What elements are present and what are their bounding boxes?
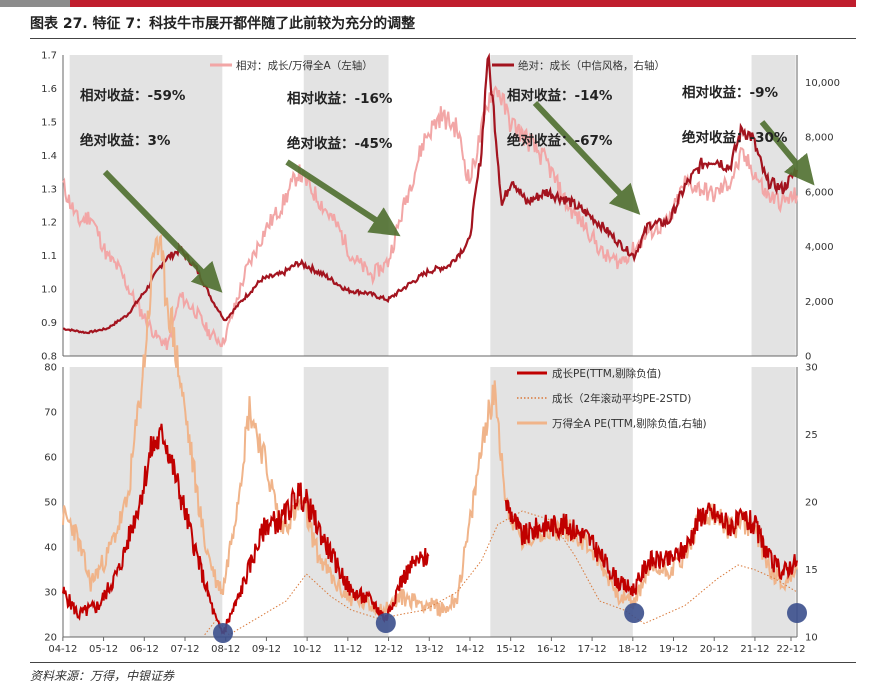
x-tick-label: 18-12 [618, 644, 647, 655]
bottom-marker-circle-0 [212, 623, 233, 643]
x-tick-label: 09-12 [252, 644, 281, 655]
header-bar-gray [0, 0, 70, 7]
tick-label-bottom-left: 30 [44, 588, 57, 599]
x-tick-label: 19-12 [659, 644, 688, 655]
tick-label-bottom-right: 25 [805, 430, 818, 441]
tick-label-top-left: 1.7 [41, 51, 57, 62]
footer-rule [30, 662, 856, 663]
tick-label-top-right: 2,000 [805, 297, 834, 308]
x-tick-label: 15-12 [496, 644, 525, 655]
tick-label-top-left: 1.5 [41, 117, 57, 128]
legend-label-absolute: 绝对：成长（中信风格，右轴） [518, 59, 665, 72]
annotation-relative-return-0: 相对收益：-59% [80, 87, 186, 104]
tick-label-top-left: 1.6 [41, 84, 57, 95]
tick-label-top-left: 1.1 [41, 251, 57, 262]
annotation-relative-return-1: 相对收益：-16% [287, 90, 393, 107]
shaded-period-top-3 [751, 55, 796, 356]
x-tick-label: 11-12 [333, 644, 362, 655]
x-tick-label: 07-12 [170, 644, 199, 655]
annotation-absolute-return-1: 绝对收益：-45% [287, 135, 393, 152]
trend-arrow-2 [532, 100, 641, 215]
annotation-absolute-return-2: 绝对收益：-67% [507, 132, 613, 149]
x-tick-label: 16-12 [537, 644, 566, 655]
x-tick-label: 13-12 [415, 644, 444, 655]
legend-label-all-a-pe: 万得全A PE(TTM,剔除负值,右轴) [552, 417, 707, 430]
bottom-marker-circle-3 [787, 603, 807, 623]
tick-label-top-left: 1.2 [41, 218, 57, 229]
tick-label-bottom-left: 80 [44, 363, 57, 374]
shaded-period-bottom-3 [751, 367, 796, 637]
tick-label-bottom-left: 20 [44, 633, 57, 644]
tick-label-top-left: 1.4 [41, 151, 57, 162]
x-tick-label: 06-12 [130, 644, 159, 655]
tick-label-bottom-right: 10 [805, 633, 818, 644]
tick-label-top-left: 1.0 [41, 285, 57, 296]
x-tick-label: 10-12 [293, 644, 322, 655]
x-tick-label: 20-12 [700, 644, 729, 655]
source-note: 资料来源：万得，中银证券 [30, 669, 175, 683]
annotation-absolute-return-0: 绝对收益：3% [80, 132, 171, 149]
bottom-marker-circle-2 [624, 603, 645, 623]
x-tick-label: 14-12 [455, 644, 484, 655]
tick-label-top-right: 4,000 [805, 242, 834, 253]
shaded-period-bottom-2 [490, 367, 633, 637]
series-line-pe-minus-2std [204, 510, 798, 636]
title-rule [30, 38, 856, 39]
x-tick-label: 17-12 [578, 644, 607, 655]
x-tick-label: 21-12 [740, 644, 769, 655]
trend-arrow-1 [285, 159, 401, 237]
tick-label-bottom-left: 50 [44, 498, 57, 509]
series-line-growth-pe-2 [504, 499, 798, 597]
legend-label-growth-pe: 成长PE(TTM,剔除负值) [552, 367, 661, 380]
shaded-period-bottom-0 [69, 367, 223, 637]
legend-label-pe-2std: 成长（2年滚动平均PE-2STD) [552, 392, 691, 405]
tick-label-bottom-right: 15 [805, 565, 818, 576]
tick-label-top-left: 0.8 [41, 352, 57, 363]
tick-label-bottom-right: 20 [805, 498, 818, 509]
figure-title: 图表 27. 特征 7：科技牛市展开都伴随了此前较为充分的调整 [30, 16, 416, 32]
tick-label-top-left: 0.9 [41, 318, 57, 329]
shaded-period-top-0 [69, 55, 223, 356]
tick-label-bottom-left: 40 [44, 543, 57, 554]
tick-label-bottom-left: 70 [44, 408, 57, 419]
tick-label-top-right: 8,000 [805, 133, 834, 144]
tick-label-top-right: 0 [805, 352, 811, 363]
tick-label-top-right: 6,000 [805, 187, 834, 198]
tick-label-bottom-right: 30 [805, 363, 818, 374]
header-bar-red [70, 0, 856, 7]
annotation-relative-return-3: 相对收益：-9% [682, 84, 778, 101]
tick-label-top-right: 10,000 [805, 78, 840, 89]
x-tick-label: 22-12 [776, 644, 805, 655]
annotation-absolute-return-3: 绝对收益：-30% [682, 129, 788, 146]
tick-label-bottom-left: 60 [44, 453, 57, 464]
x-tick-label: 08-12 [211, 644, 240, 655]
x-tick-label: 04-12 [48, 644, 77, 655]
trend-arrow-0 [102, 169, 223, 293]
annotation-relative-return-2: 相对收益：-14% [507, 87, 613, 104]
tick-label-top-left: 1.3 [41, 184, 57, 195]
series-line-growth-pe-1 [62, 423, 430, 636]
legend-label-relative: 相对：成长/万得全A（左轴） [236, 59, 373, 72]
x-tick-label: 12-12 [374, 644, 403, 655]
x-tick-label: 05-12 [89, 644, 118, 655]
bottom-marker-circle-1 [375, 613, 396, 633]
trend-arrow-3 [759, 120, 815, 186]
